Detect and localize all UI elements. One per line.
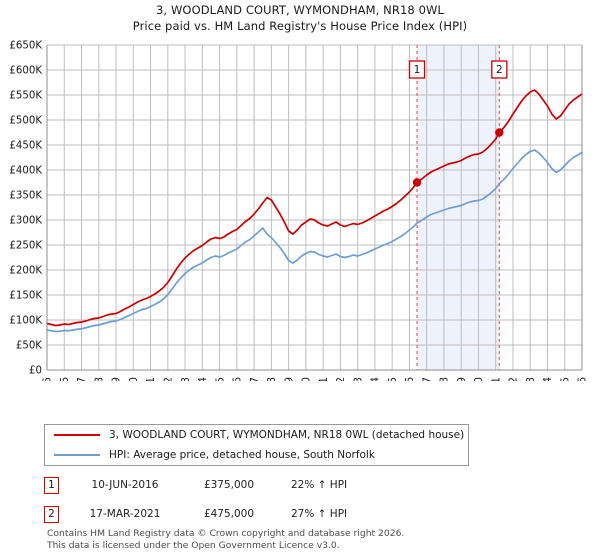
y-axis-tick-label: £300K [9,216,42,227]
x-axis-tick-label: 2021 [491,377,502,381]
x-axis-tick-label: 1997 [77,377,88,381]
x-axis-tick-label: 2016 [405,377,416,381]
x-axis-tick-label: 2023 [526,377,537,381]
marker-data-point[interactable] [495,128,504,137]
chart-svg: £0 £50K £100K £150K £200K £250K £300K £350K £400… [9,41,589,381]
y-axis-tick-label: £50K [16,341,42,352]
y-axis-tick-label: £450K [9,141,42,152]
x-axis-tick-label: 2026 [578,377,589,381]
transaction-marker-badge: 1 [44,476,59,494]
transaction-row: 1 10-JUN-2016 £375,000 22% ↑ HPI [44,474,387,496]
marker-badge-box[interactable] [491,60,508,79]
y-axis-tick-label: £150K [9,291,42,302]
x-axis-tick-label: 2025 [560,377,571,381]
x-axis-tick-label: 1999 [112,377,123,381]
transaction-row: 2 17-MAR-2021 £475,000 27% ↑ HPI [44,503,387,525]
x-axis-tick-label: 2002 [164,377,175,381]
x-axis-tick-label: 2015 [388,377,399,381]
x-axis-tick-label: 2017 [422,377,433,381]
marker-badge-box[interactable] [408,60,426,79]
x-axis-tick-label: 2024 [543,377,554,381]
legend-swatch-hpi-line [54,454,100,456]
transaction-date: 17-MAR-2021 [89,508,161,520]
x-axis-tick-label: 2003 [181,377,192,381]
x-axis-tick-label: 2013 [353,377,364,381]
y-axis-tick-label: £350K [9,191,42,202]
y-axis-tick-label: £0 [29,366,42,377]
title-line-1: 3, WOODLAND COURT, WYMONDHAM, NR18 0WL [156,3,444,17]
x-axis-tick-label: 2008 [267,377,278,381]
x-axis-tick-label: 1995 [43,377,54,381]
x-axis-tick-label: 2004 [198,377,209,381]
x-axis-tick-label: 2012 [336,377,347,381]
chart-legend: 3, WOODLAND COURT, WYMONDHAM, NR18 0WL (… [44,424,469,466]
y-axis-tick-label: £550K [9,91,42,102]
series-line-hpi-average [46,149,583,333]
transaction-hpi-delta: 22% ↑ HPI [291,479,348,491]
x-axis-tick-label: 2009 [284,377,295,381]
transaction-period-highlight-band [417,45,500,370]
x-axis-tick-label: 2001 [146,377,157,381]
transaction-price: £475,000 [203,508,255,520]
y-axis-tick-label: £500K [9,116,42,127]
legend-label-property: 3, WOODLAND COURT, WYMONDHAM, NR18 0WL (… [109,429,465,441]
series-line-property-price [46,89,583,327]
legend-item-property: 3, WOODLAND COURT, WYMONDHAM, NR18 0WL (… [45,425,468,445]
x-axis-tick-label: 2014 [371,377,382,381]
y-axis-tick-label: £200K [9,266,42,277]
x-axis-tick-label: 2010 [302,377,313,381]
x-axis-tick-label: 2005 [215,377,226,381]
transaction-price: £375,000 [203,479,255,491]
marker-badge-label: 2 [496,64,503,76]
copyright-footer: Contains HM Land Registry data © Crown c… [47,528,404,551]
x-axis-tick-label: 2022 [509,377,520,381]
x-axis-tick-label: 2007 [250,377,261,381]
x-axis-tick-label: 2000 [129,377,140,381]
x-axis-tick-label: 2006 [233,377,244,381]
marker-data-point[interactable] [412,178,422,187]
y-axis-tick-label: £400K [9,166,42,177]
transaction-hpi-delta: 27% ↑ HPI [291,508,348,520]
legend-item-hpi: HPI: Average price, detached house, Sout… [45,445,468,465]
transaction-date: 10-JUN-2016 [91,479,159,491]
x-axis-tick-label: 1998 [94,377,105,381]
legend-label-hpi: HPI: Average price, detached house, Sout… [109,449,375,461]
page-title: 3, WOODLAND COURT, WYMONDHAM, NR18 0WL P… [0,2,600,34]
x-axis-tick-label: 2020 [474,377,485,381]
footer-line-1: Contains HM Land Registry data © Crown c… [47,528,405,539]
marker-badge-label: 1 [414,64,421,76]
y-axis-tick-label: £250K [9,241,42,252]
y-axis-tick-label: £100K [9,316,42,327]
x-axis-tick-label: 2019 [457,377,468,381]
price-history-chart: £0 £50K £100K £150K £200K £250K £300K £350K £400… [0,36,600,381]
footer-line-2: This data is licensed under the Open Gov… [47,539,340,551]
legend-swatch-property-line [54,434,100,436]
x-axis-tick-label: 1996 [60,377,71,381]
title-line-2: Price paid vs. HM Land Registry's House … [132,19,468,33]
x-axis-tick-label: 2018 [440,377,451,381]
transaction-marker-badge: 2 [44,505,59,523]
y-axis-tick-label: £650K [9,41,42,52]
x-axis-tick-label: 2011 [319,377,330,381]
y-axis-tick-label: £600K [9,66,42,77]
